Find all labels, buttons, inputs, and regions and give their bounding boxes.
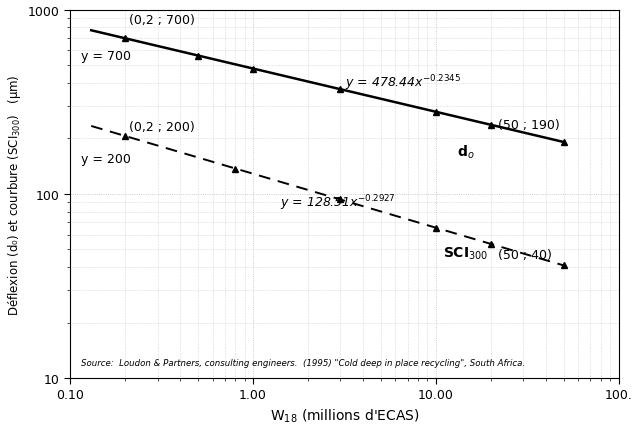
Text: (50 ; 190): (50 ; 190) — [498, 118, 560, 132]
Text: y = 200: y = 200 — [82, 153, 131, 166]
Text: SCI$_{300}$: SCI$_{300}$ — [443, 245, 489, 261]
Text: y = 128.51x$^{-0.2927}$: y = 128.51x$^{-0.2927}$ — [280, 193, 396, 212]
Text: y = 478.44x$^{-0.2345}$: y = 478.44x$^{-0.2345}$ — [345, 74, 461, 93]
Y-axis label: Déflexion (d₀) et courbure (SCI$_{300}$)   (µm): Déflexion (d₀) et courbure (SCI$_{300}$)… — [6, 74, 22, 315]
Text: (0,2 ; 700): (0,2 ; 700) — [130, 14, 195, 28]
X-axis label: W$_{18}$ (millions d'ECAS): W$_{18}$ (millions d'ECAS) — [269, 407, 419, 424]
Text: Source:  Loudon & Partners, consulting engineers.  (1995) "Cold deep in place re: Source: Loudon & Partners, consulting en… — [82, 358, 526, 367]
Text: (50 ; 40): (50 ; 40) — [498, 249, 553, 262]
Text: d$_o$: d$_o$ — [457, 143, 474, 161]
Text: y = 700: y = 700 — [82, 50, 131, 63]
Text: (0,2 ; 200): (0,2 ; 200) — [130, 120, 195, 133]
